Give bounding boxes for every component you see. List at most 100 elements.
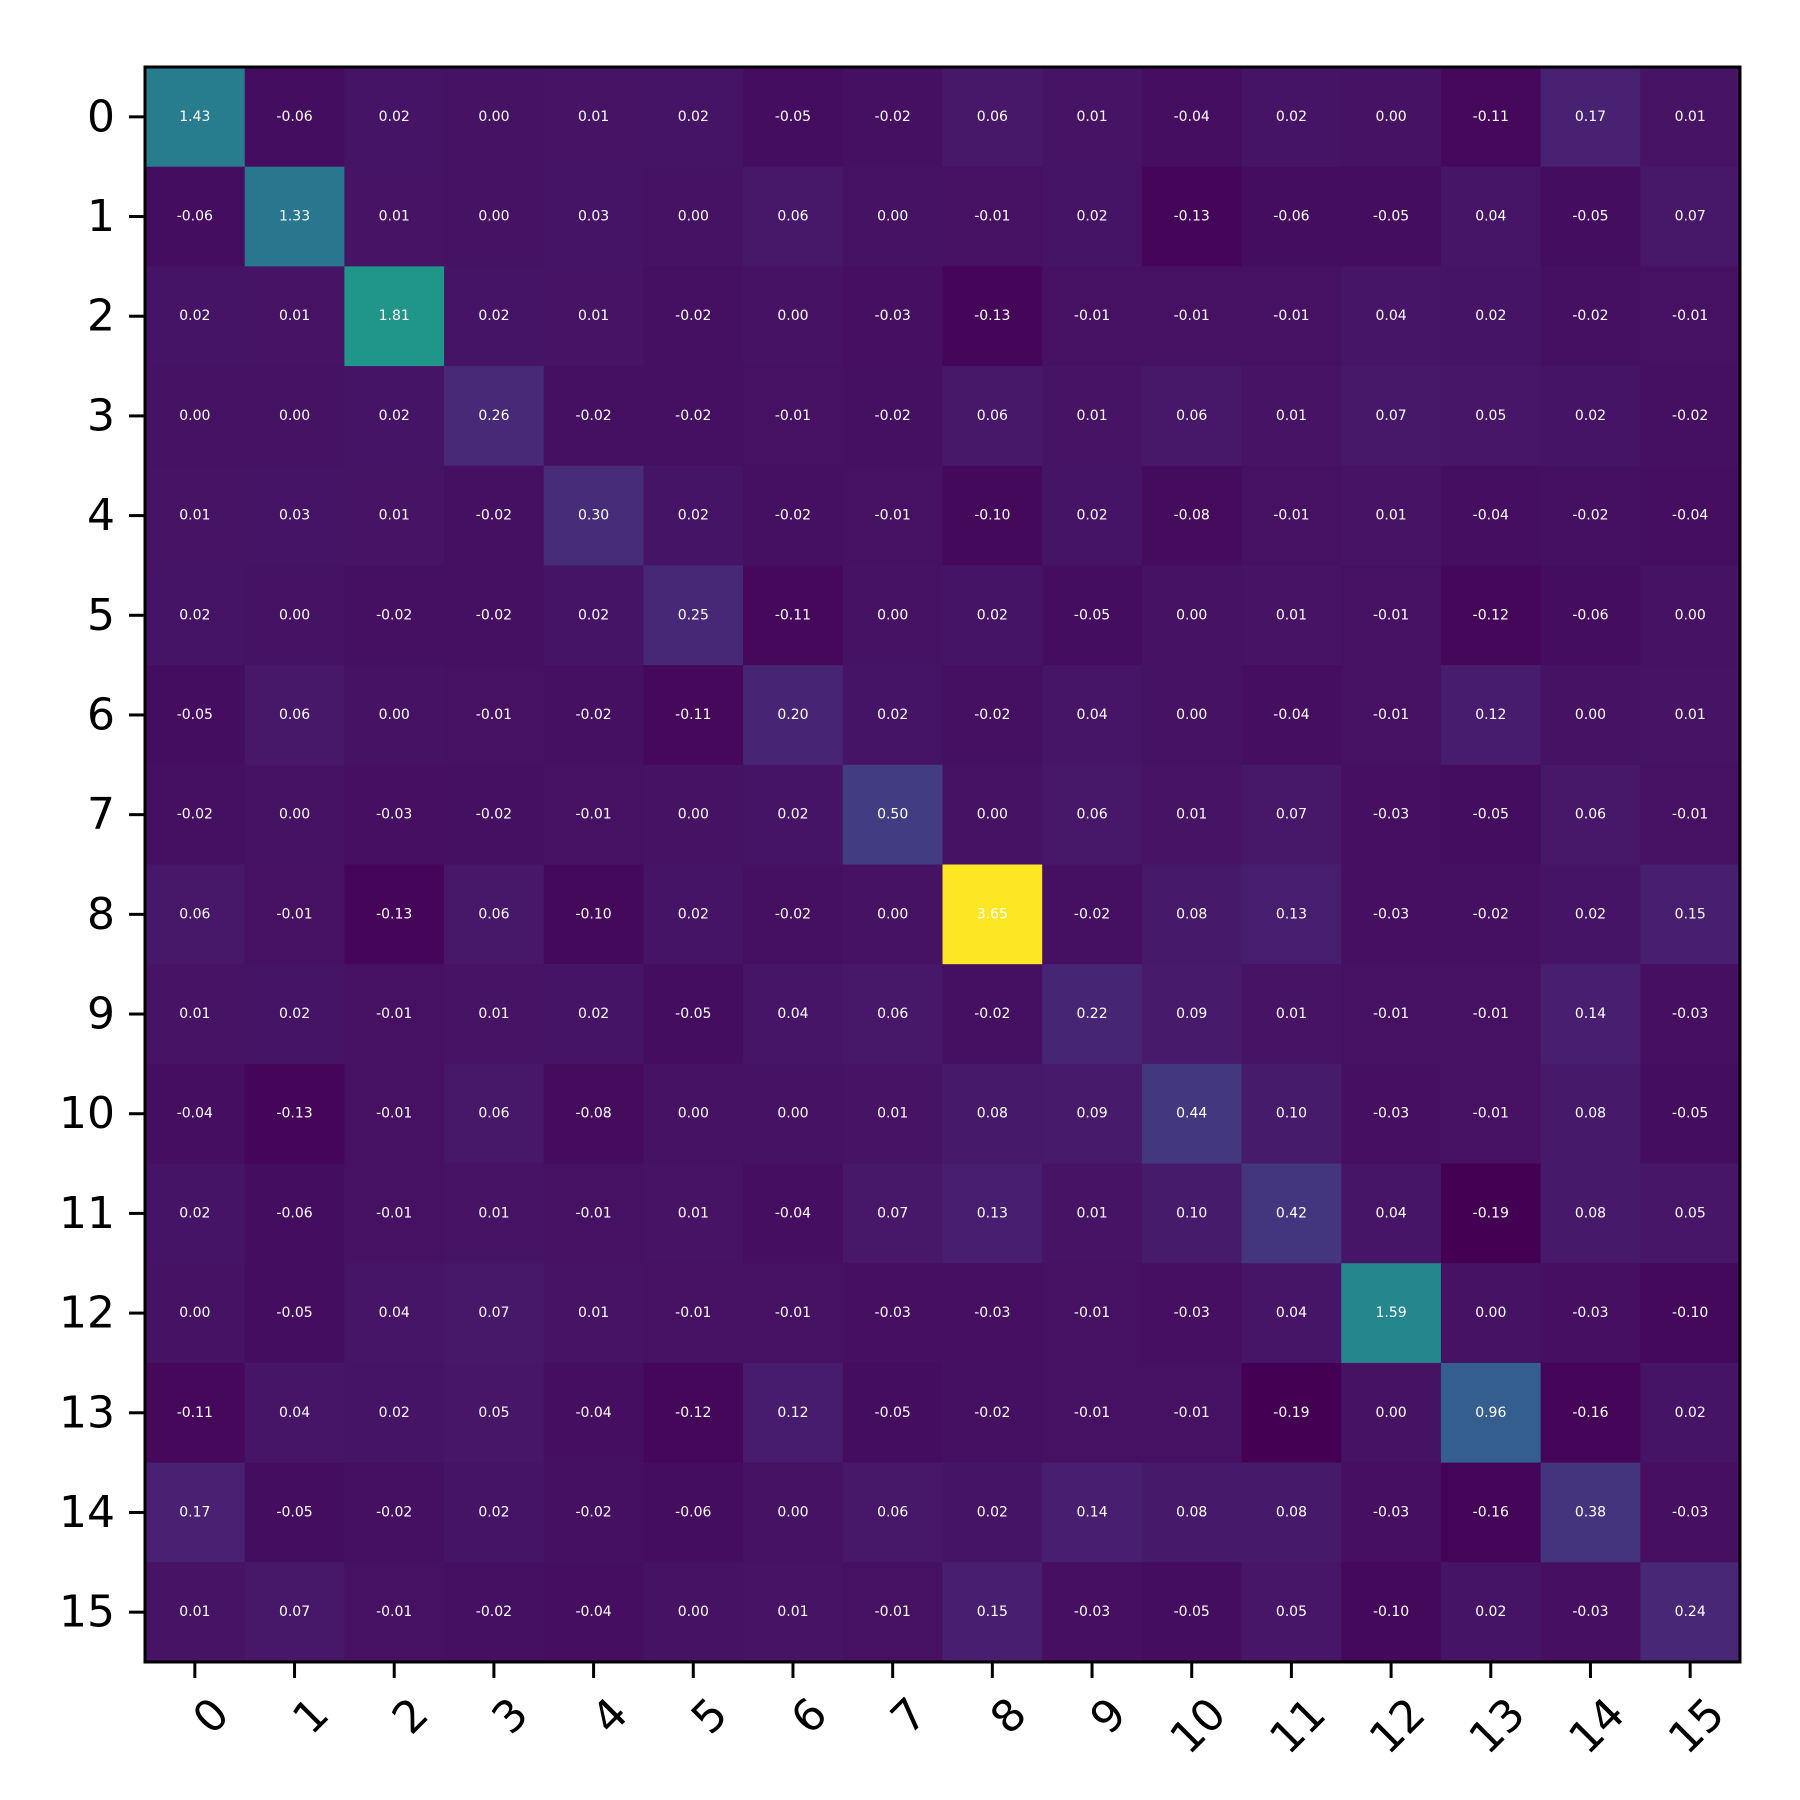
cell-value-label-r9-c2: -0.01 xyxy=(376,1006,412,1022)
cell-value-label-r5-c1: 0.00 xyxy=(279,607,310,623)
y-tick-label-2: 2 xyxy=(87,291,115,342)
heatmap-cell-r2-c14 xyxy=(1540,266,1641,367)
cell-value-label-r4-c5: 0.02 xyxy=(678,508,709,524)
heatmap-cell-r8-c15 xyxy=(1640,864,1741,965)
heatmap-cell-r7-c9 xyxy=(1042,764,1143,866)
cell-value-label-r8-c12: -0.03 xyxy=(1373,906,1409,922)
heatmap-cell-r7-c7 xyxy=(842,764,944,866)
cell-value-label-r0-c12: 0.00 xyxy=(1376,109,1407,125)
heatmap-cell-r14-c3 xyxy=(444,1462,545,1563)
cell-value-label-r10-c4: -0.08 xyxy=(575,1106,611,1122)
cell-value-label-r11-c2: -0.01 xyxy=(376,1205,412,1221)
cell-value-label-r12-c13: 0.00 xyxy=(1475,1305,1506,1321)
heatmap-cell-r15-c9 xyxy=(1042,1562,1143,1663)
cell-value-label-r10-c7: 0.01 xyxy=(877,1106,908,1122)
cell-value-label-r4-c15: -0.04 xyxy=(1672,508,1708,524)
heatmap-cell-r15-c5 xyxy=(643,1562,744,1663)
cell-value-label-r9-c9: 0.22 xyxy=(1076,1006,1107,1022)
cell-value-label-r7-c0: -0.02 xyxy=(177,807,213,823)
heatmap-cell-r7-c12 xyxy=(1341,764,1442,866)
heatmap-cell-r3-c12 xyxy=(1341,366,1442,467)
x-tick-label-7: 7 xyxy=(881,1688,937,1744)
heatmap-cell-r13-c12 xyxy=(1341,1362,1442,1464)
heatmap-cell-r4-c1 xyxy=(244,465,345,567)
cell-value-label-r2-c4: 0.01 xyxy=(578,308,609,324)
cell-value-label-r12-c12: 1.59 xyxy=(1376,1305,1407,1321)
y-tick-label-10: 10 xyxy=(59,1088,115,1139)
cell-value-label-r14-c5: -0.06 xyxy=(675,1504,711,1520)
cell-value-label-r4-c8: -0.10 xyxy=(974,508,1010,524)
heatmap-cell-r13-c7 xyxy=(842,1362,944,1464)
cell-value-label-r9-c15: -0.03 xyxy=(1672,1006,1708,1022)
cell-value-label-r7-c5: 0.00 xyxy=(678,807,709,823)
cell-value-label-r8-c7: 0.00 xyxy=(877,906,908,922)
heatmap-cell-r12-c6 xyxy=(743,1263,844,1364)
y-tick-label-13: 13 xyxy=(59,1387,115,1438)
cell-value-label-r2-c0: 0.02 xyxy=(179,308,210,324)
cell-value-label-r3-c2: 0.02 xyxy=(379,408,410,424)
heatmap-cell-r12-c7 xyxy=(842,1263,944,1364)
cell-value-label-r3-c3: 0.26 xyxy=(478,408,509,424)
cell-value-label-r1-c8: -0.01 xyxy=(974,209,1010,225)
cell-value-label-r12-c9: -0.01 xyxy=(1074,1305,1110,1321)
heatmap-cell-r7-c5 xyxy=(643,764,744,866)
cell-value-label-r9-c14: 0.14 xyxy=(1575,1006,1606,1022)
cell-value-label-r7-c12: -0.03 xyxy=(1373,807,1409,823)
y-tick-label-1: 1 xyxy=(87,191,115,242)
cell-value-label-r6-c8: -0.02 xyxy=(974,707,1010,723)
cell-value-label-r4-c12: 0.01 xyxy=(1376,508,1407,524)
x-tick-label-15: 15 xyxy=(1659,1688,1735,1764)
cell-value-label-r10-c0: -0.04 xyxy=(177,1106,213,1122)
heatmap-cell-r0-c4 xyxy=(543,67,645,168)
heatmap-cell-r10-c10 xyxy=(1141,1063,1243,1165)
cell-value-label-r6-c4: -0.02 xyxy=(575,707,611,723)
heatmap-cell-r2-c11 xyxy=(1241,266,1342,367)
cell-value-label-r0-c11: 0.02 xyxy=(1276,109,1307,125)
cell-value-label-r0-c7: -0.02 xyxy=(875,109,911,125)
cell-value-label-r5-c8: 0.02 xyxy=(977,607,1008,623)
heatmap-cell-r15-c6 xyxy=(743,1562,844,1663)
heatmap-cell-r0-c2 xyxy=(344,67,445,168)
cell-value-label-r0-c3: 0.00 xyxy=(478,109,509,125)
cell-value-label-r1-c11: -0.06 xyxy=(1273,209,1309,225)
cell-value-label-r14-c11: 0.08 xyxy=(1276,1504,1307,1520)
heatmap-cell-labels: 1.43 -0.06 0.02 0.00 0.01 0.02 -0.05 -0.02 0.06 0… xyxy=(177,109,1709,1620)
cell-value-label-r14-c4: -0.02 xyxy=(575,1504,611,1520)
heatmap-cell-r10-c9 xyxy=(1042,1063,1143,1165)
cell-value-label-r15-c5: 0.00 xyxy=(678,1604,709,1620)
x-tick-label-14: 14 xyxy=(1559,1688,1635,1764)
heatmap-cell-r1-c14 xyxy=(1540,166,1641,267)
heatmap-cell-r8-c6 xyxy=(743,864,844,965)
y-tick-label-3: 3 xyxy=(87,390,115,441)
heatmap-cell-r11-c1 xyxy=(244,1163,345,1264)
heatmap-cell-r5-c6 xyxy=(743,565,844,666)
cell-value-label-r8-c13: -0.02 xyxy=(1473,906,1509,922)
x-tick-label-0: 0 xyxy=(183,1688,239,1744)
heatmap-cell-r12-c9 xyxy=(1042,1263,1143,1364)
cell-value-label-r15-c1: 0.07 xyxy=(279,1604,310,1620)
cell-value-label-r8-c9: -0.02 xyxy=(1074,906,1110,922)
cell-value-label-r11-c0: 0.02 xyxy=(179,1205,210,1221)
x-tick-label-8: 8 xyxy=(981,1688,1037,1744)
cell-value-label-r12-c7: -0.03 xyxy=(875,1305,911,1321)
heatmap-cell-r3-c0 xyxy=(145,366,246,467)
x-tick-label-13: 13 xyxy=(1460,1688,1536,1764)
heatmap-cell-r13-c6 xyxy=(743,1362,844,1464)
cell-value-label-r2-c14: -0.02 xyxy=(1572,308,1608,324)
heatmap-cell-r10-c6 xyxy=(743,1063,844,1165)
heatmap-cell-r0-c10 xyxy=(1141,67,1243,168)
heatmap-cells xyxy=(145,67,1741,1663)
heatmap-cell-r8-c0 xyxy=(145,864,246,965)
heatmap-cell-r7-c0 xyxy=(145,764,246,866)
heatmap-cell-r3-c4 xyxy=(543,366,645,467)
cell-value-label-r11-c10: 0.10 xyxy=(1176,1205,1207,1221)
heatmap-cell-r1-c6 xyxy=(743,166,844,267)
heatmap-cell-r13-c11 xyxy=(1241,1362,1342,1464)
cell-value-label-r15-c11: 0.05 xyxy=(1276,1604,1307,1620)
heatmap-cell-r0-c12 xyxy=(1341,67,1442,168)
heatmap-cell-r9-c10 xyxy=(1141,964,1243,1065)
cell-value-label-r0-c2: 0.02 xyxy=(379,109,410,125)
heatmap-cell-r5-c1 xyxy=(244,565,345,666)
heatmap-cell-r6-c14 xyxy=(1540,665,1641,766)
heatmap-cell-r14-c11 xyxy=(1241,1462,1342,1563)
